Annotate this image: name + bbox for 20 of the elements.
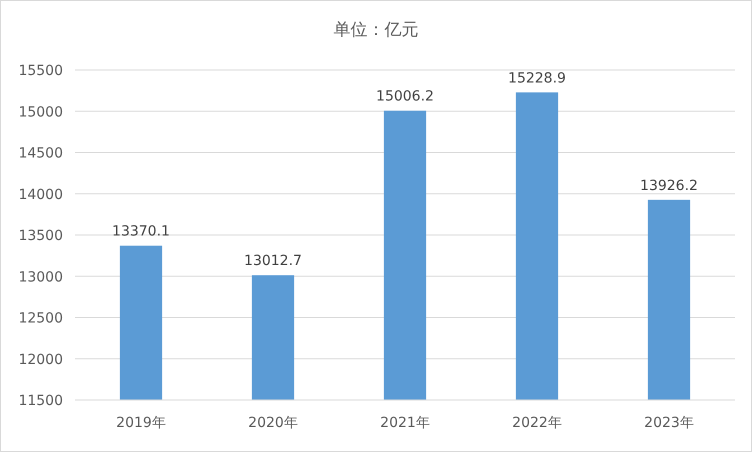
x-tick-label: 2023年 — [644, 415, 694, 431]
y-tick-label: 15500 — [18, 63, 63, 79]
x-tick-label: 2019年 — [116, 415, 166, 431]
y-tick-label: 13000 — [18, 269, 63, 286]
x-tick-label: 2020年 — [248, 415, 298, 431]
data-label: 13926.2 — [640, 178, 698, 194]
data-label: 13012.7 — [244, 253, 302, 270]
x-tick-label: 2021年 — [380, 415, 430, 431]
data-label: 15006.2 — [376, 88, 434, 105]
y-tick-label: 15000 — [18, 104, 63, 120]
y-tick-label: 12000 — [18, 352, 63, 368]
data-label: 13370.1 — [112, 224, 170, 240]
y-tick-label: 14500 — [18, 146, 63, 162]
x-tick-label: 2022年 — [512, 415, 562, 431]
chart-title: 单位：亿元 — [334, 20, 418, 40]
y-tick-label: 14000 — [18, 186, 63, 203]
y-tick-label: 12500 — [18, 310, 63, 326]
data-label: 15228.9 — [508, 70, 566, 86]
y-tick-label: 13500 — [18, 228, 63, 244]
y-tick-label: 11500 — [18, 393, 63, 409]
